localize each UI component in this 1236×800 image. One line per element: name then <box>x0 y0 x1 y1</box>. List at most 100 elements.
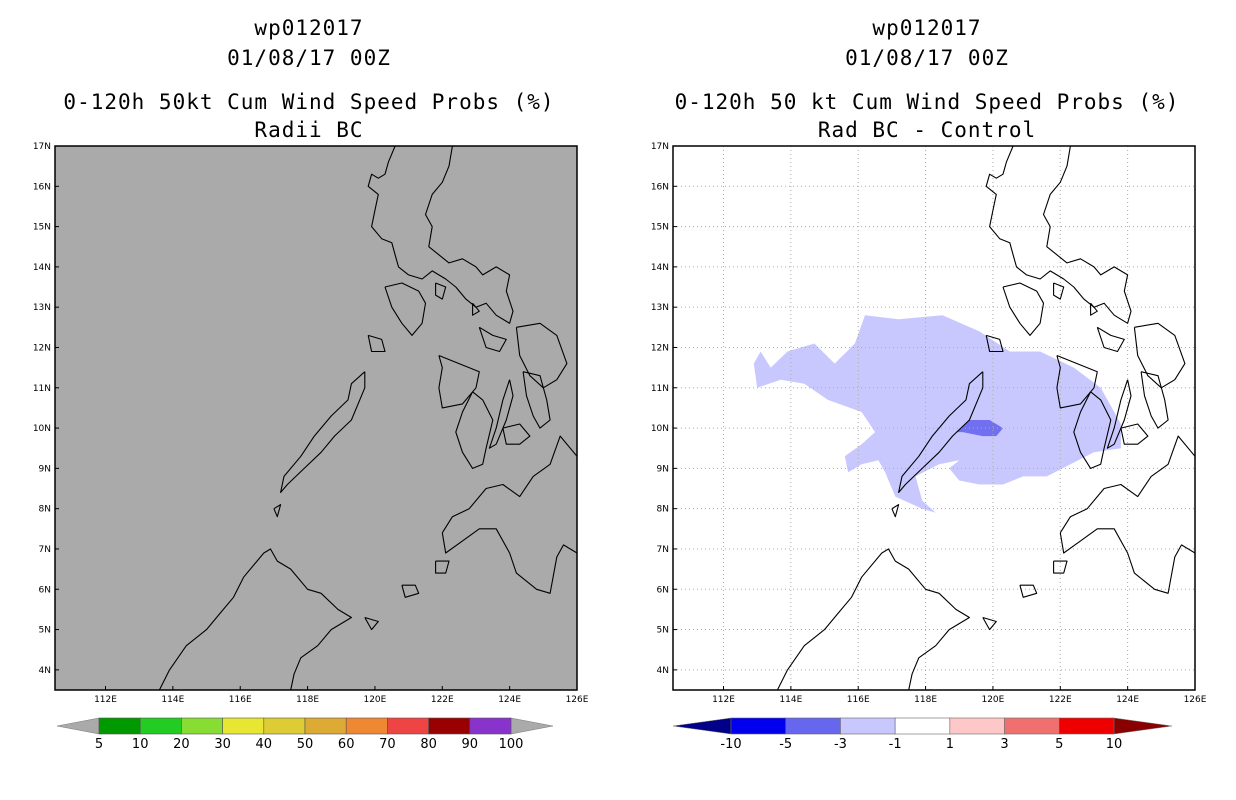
colorbar-swatch <box>730 717 787 735</box>
coastline <box>401 584 420 598</box>
y-tick-label: 16N <box>33 182 51 192</box>
colorbar-swatch <box>428 717 471 735</box>
colorbar-swatch <box>181 717 223 735</box>
coastline <box>502 423 531 445</box>
coastline <box>1019 584 1038 598</box>
x-tick-label: 118E <box>914 695 937 705</box>
y-tick-label: 12N <box>651 343 669 353</box>
y-tick-label: 4N <box>657 666 669 676</box>
y-tick-label: 15N <box>651 223 669 233</box>
x-tick-label: 120E <box>981 695 1004 705</box>
x-tick-label: 114E <box>779 695 802 705</box>
coastline <box>273 504 282 518</box>
coastline <box>1053 560 1068 574</box>
y-tick-label: 17N <box>33 142 51 152</box>
coastline <box>1073 391 1112 469</box>
y-tick-label: 14N <box>33 263 51 273</box>
colorbar-label: 5 <box>95 737 103 752</box>
colorbar-swatch <box>949 717 1005 735</box>
difference-region-1 <box>955 420 1003 437</box>
colorbar-label: 30 <box>214 737 231 752</box>
colorbar-label: -1 <box>889 737 902 752</box>
colorbar-swatch <box>469 717 512 735</box>
colorbar-swatch <box>263 717 306 735</box>
coastline <box>367 334 386 353</box>
y-tick-label: 15N <box>33 223 51 233</box>
y-tick-label: 6N <box>39 585 51 595</box>
y-tick-label: 10N <box>33 424 51 434</box>
x-tick-label: 118E <box>296 695 319 705</box>
colorbar-label: 100 <box>499 737 524 752</box>
y-tick-label: 13N <box>651 303 669 313</box>
map-frame <box>54 145 578 691</box>
colorbar-label: 90 <box>462 737 479 752</box>
colorbar-swatch <box>387 717 429 735</box>
y-tick-label: 11N <box>33 384 51 394</box>
right-panel: wp012017 01/08/17 00Z 0-120h 50 kt Cum W… <box>618 0 1236 800</box>
colorbar-low-arrow <box>672 717 732 735</box>
coastline <box>472 302 480 316</box>
y-tick-label: 13N <box>33 303 51 313</box>
colorbar-swatch <box>894 717 951 735</box>
y-tick-label: 14N <box>651 263 669 273</box>
y-tick-label: 6N <box>657 585 669 595</box>
x-tick-label: 124E <box>498 695 521 705</box>
y-tick-label: 8N <box>657 505 669 515</box>
colorbar-label: 10 <box>1106 737 1123 752</box>
colorbar-label: 5 <box>1055 737 1063 752</box>
y-tick-label: 10N <box>651 424 669 434</box>
map-frame <box>672 145 1196 691</box>
x-tick-label: 122E <box>431 695 454 705</box>
coastline <box>1120 423 1149 445</box>
coastline <box>776 548 970 690</box>
coastline <box>1053 282 1065 300</box>
x-tick-label: 120E <box>363 695 386 705</box>
colorbar-high-arrow <box>510 717 554 735</box>
coastline <box>438 354 480 409</box>
colorbar-label: 70 <box>379 737 396 752</box>
colorbar-swatch <box>139 717 182 735</box>
right-map-chart: 4N 5N 6N 7N 8N 9N 10N 11N 12N 13N 14N 15N 16N 17N 112E… <box>651 142 1207 752</box>
left-map-chart: 4N 5N 6N 7N 8N 9N 10N 11N 12N 13N 14N 15N 16N 17N 112E… <box>33 142 589 752</box>
coastline <box>1096 326 1125 353</box>
y-tick-label: 7N <box>657 545 669 555</box>
colorbar-label: 40 <box>256 737 273 752</box>
x-tick-label: 116E <box>847 695 870 705</box>
x-tick-label: 126E <box>566 695 589 705</box>
coastline <box>280 371 366 494</box>
datetime-title: 01/08/17 00Z <box>227 46 391 70</box>
product-title: 0-120h 50 kt Cum Wind Speed Probs (%) <box>674 90 1180 114</box>
y-tick-label: 11N <box>651 384 669 394</box>
storm-id-title: wp012017 <box>872 16 982 40</box>
coastline <box>478 326 507 353</box>
x-tick-label: 124E <box>1116 695 1139 705</box>
coastline <box>435 282 447 300</box>
storm-id-title: wp012017 <box>254 16 364 40</box>
colorbar-label: -3 <box>834 737 847 752</box>
coastline <box>364 616 379 631</box>
coastline <box>455 391 494 469</box>
colorbar-swatch <box>1004 717 1060 735</box>
y-tick-label: 4N <box>39 666 51 676</box>
map-background <box>55 146 577 690</box>
x-tick-label: 112E <box>94 695 117 705</box>
coastline <box>158 548 352 690</box>
y-tick-label: 5N <box>657 626 669 636</box>
coastline <box>435 560 450 574</box>
x-tick-label: 116E <box>229 695 252 705</box>
x-tick-label: 126E <box>1184 695 1207 705</box>
colorbar-label: 10 <box>132 737 149 752</box>
coastline <box>1133 322 1186 389</box>
colorbar-label: 50 <box>297 737 314 752</box>
colorbar-swatch <box>345 717 388 735</box>
coastline <box>898 371 984 494</box>
colorbar-swatch <box>98 717 141 735</box>
coastline <box>522 371 551 429</box>
colorbar-label: -10 <box>720 737 741 752</box>
y-tick-label: 9N <box>39 464 51 474</box>
coastline <box>982 616 997 631</box>
coastline <box>985 334 1004 353</box>
coastline <box>1059 435 1195 594</box>
product-title: 0-120h 50kt Cum Wind Speed Probs (%) <box>63 90 555 114</box>
coastline <box>1002 282 1045 336</box>
